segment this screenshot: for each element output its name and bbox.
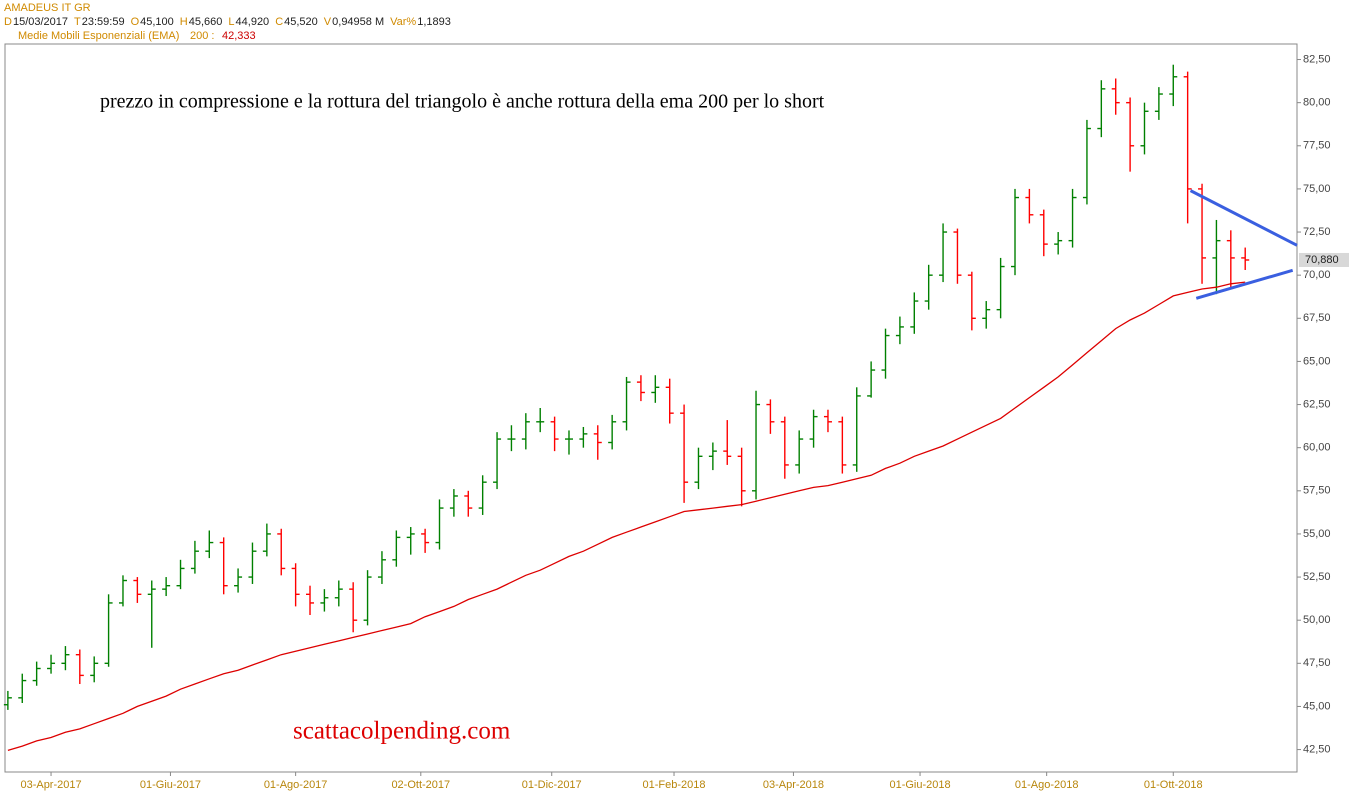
x-tick-label: 02-Ott-2017 <box>391 779 450 791</box>
ema-legend-value: 42,333 <box>222 30 256 42</box>
header-value: 45,660 <box>189 16 223 28</box>
x-tick-label: 03-Apr-2018 <box>763 779 824 791</box>
header-value: 23:59:59 <box>82 16 125 28</box>
header-value: 0,94958 M <box>332 16 384 28</box>
last-price-label: 70,880 <box>1305 254 1339 266</box>
plot-frame <box>4 43 1298 773</box>
header-key: C <box>275 16 283 28</box>
x-tick-label: 01-Ott-2018 <box>1144 779 1203 791</box>
header-key: V <box>324 16 332 28</box>
y-tick-label: 72,50 <box>1303 226 1331 238</box>
header-fields: D 15/03/2017 T 23:59:59 O 45,100 H 45,660 L 44,92… <box>4 16 451 28</box>
header-key: T <box>74 16 81 28</box>
header-value: 1,1893 <box>417 16 451 28</box>
x-tick-label: 03-Apr-2017 <box>20 779 81 791</box>
y-tick-label: 50,00 <box>1303 614 1331 626</box>
header-key: L <box>228 16 234 28</box>
y-tick-label: 60,00 <box>1303 442 1331 454</box>
ema-legend-period: 200 : <box>190 30 214 42</box>
y-tick-label: 77,50 <box>1303 140 1331 152</box>
ema-line <box>7 281 1246 752</box>
header-value: 44,920 <box>236 16 270 28</box>
y-tick-label: 67,50 <box>1303 312 1331 324</box>
y-tick-label: 45,00 <box>1303 700 1331 712</box>
chart-title: AMADEUS IT GR <box>4 2 91 14</box>
header-key: O <box>131 16 140 28</box>
header-key: H <box>180 16 188 28</box>
trendline <box>1195 268 1294 300</box>
x-tick-label: 01-Ago-2017 <box>264 779 328 791</box>
x-tick-label: 01-Feb-2018 <box>643 779 706 791</box>
y-tick-label: 52,50 <box>1303 571 1331 583</box>
x-tick-label: 01-Dic-2017 <box>522 779 582 791</box>
header-key: D <box>4 16 12 28</box>
y-tick-label: 75,00 <box>1303 183 1331 195</box>
y-tick-label: 62,50 <box>1303 398 1331 410</box>
y-tick-label: 82,50 <box>1303 53 1331 65</box>
header-key: Var% <box>390 16 416 28</box>
x-tick-label: 01-Giu-2018 <box>889 779 950 791</box>
watermark: scattacolpending.com <box>293 718 511 745</box>
header-value: 45,520 <box>284 16 318 28</box>
annotation: prezzo in compressione e la rottura del … <box>100 91 825 113</box>
y-tick-label: 70,00 <box>1303 269 1331 281</box>
y-tick-label: 55,00 <box>1303 528 1331 540</box>
y-tick-label: 47,50 <box>1303 657 1331 669</box>
x-tick-label: 01-Giu-2017 <box>140 779 201 791</box>
last-price-box <box>1299 252 1349 267</box>
header-value: 45,100 <box>140 16 174 28</box>
y-tick-label: 65,00 <box>1303 355 1331 367</box>
ema-legend-name: Medie Mobili Esponenziali (EMA) <box>18 30 179 42</box>
x-tick-label: 01-Ago-2018 <box>1015 779 1079 791</box>
header-value: 15/03/2017 <box>13 16 68 28</box>
ohlc-bars <box>3 64 1250 710</box>
trendline <box>1189 189 1298 247</box>
y-tick-label: 80,00 <box>1303 97 1331 109</box>
y-tick-label: 57,50 <box>1303 485 1331 497</box>
y-tick-label: 42,50 <box>1303 743 1331 755</box>
